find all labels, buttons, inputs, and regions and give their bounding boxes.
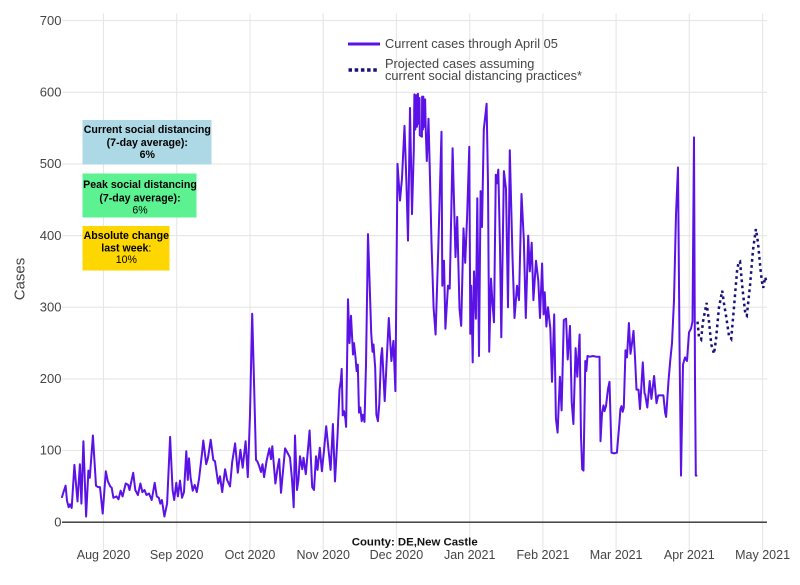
svg-text:10%: 10%	[116, 254, 138, 266]
svg-text:6%: 6%	[140, 149, 156, 161]
svg-text:last week:: last week:	[101, 243, 151, 255]
svg-text:Peak social distancing: Peak social distancing	[83, 179, 197, 191]
svg-text:(7-day average):: (7-day average):	[107, 137, 188, 149]
svg-text:Oct 2020: Oct 2020	[225, 548, 276, 562]
svg-text:6%: 6%	[132, 205, 148, 217]
svg-text:Mar 2021: Mar 2021	[590, 548, 643, 562]
svg-text:Cases: Cases	[12, 258, 29, 301]
svg-text:Current social distancing: Current social distancing	[84, 124, 211, 136]
svg-text:0: 0	[54, 514, 61, 529]
svg-text:Jan 2021: Jan 2021	[444, 548, 495, 562]
svg-text:May 2021: May 2021	[735, 548, 790, 562]
svg-text:County: DE,New Castle: County: DE,New Castle	[352, 537, 478, 549]
svg-text:Sep 2020: Sep 2020	[150, 548, 204, 562]
svg-text:Apr 2021: Apr 2021	[664, 548, 715, 562]
svg-text:Current cases through April 05: Current cases through April 05	[385, 36, 558, 51]
svg-text:Aug 2020: Aug 2020	[77, 548, 131, 562]
svg-text:500: 500	[40, 156, 62, 171]
svg-text:700: 700	[40, 13, 62, 28]
svg-text:400: 400	[40, 228, 62, 243]
svg-text:(7-day average):: (7-day average):	[99, 192, 180, 204]
svg-text:600: 600	[40, 85, 62, 100]
svg-text:Absolute change: Absolute change	[84, 230, 169, 242]
svg-text:300: 300	[40, 299, 62, 314]
svg-text:Nov 2020: Nov 2020	[296, 548, 350, 562]
svg-text:Projected cases assuming: Projected cases assuming	[385, 56, 534, 71]
svg-text:Dec 2020: Dec 2020	[370, 548, 424, 562]
svg-text:100: 100	[40, 443, 62, 458]
svg-text:Feb 2021: Feb 2021	[516, 548, 569, 562]
svg-text:current social distancing prac: current social distancing practices*	[385, 68, 582, 83]
svg-text:200: 200	[40, 371, 62, 386]
